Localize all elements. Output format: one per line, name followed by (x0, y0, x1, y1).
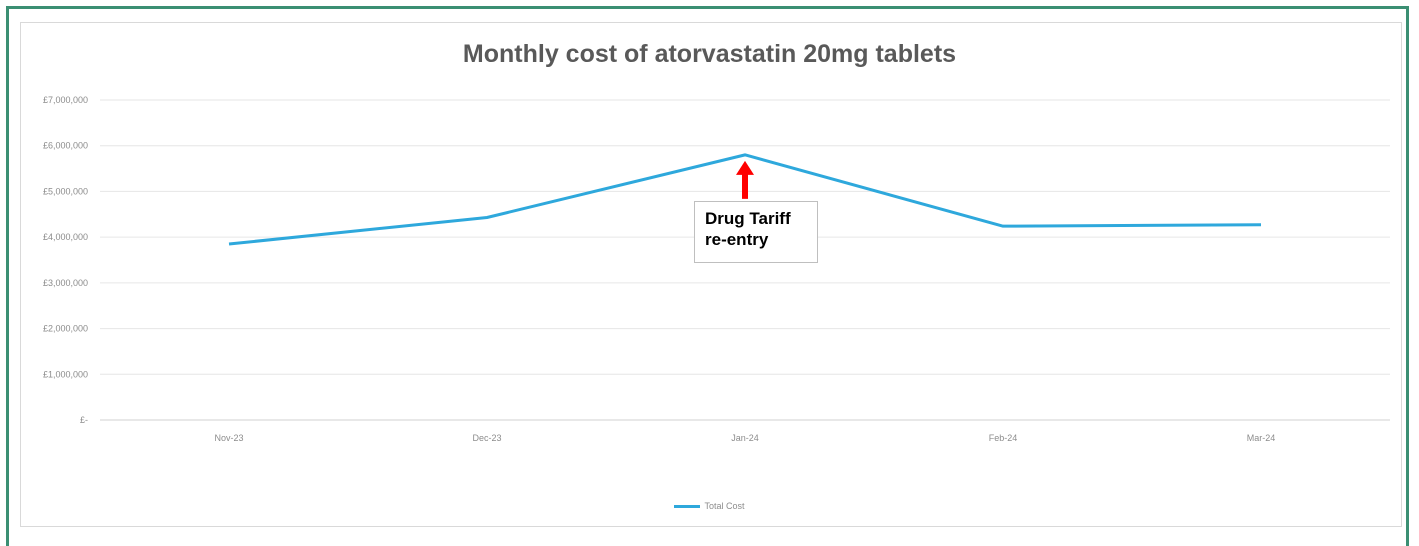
x-tick-label: Nov-23 (214, 433, 243, 443)
annotation-arrow (736, 160, 754, 199)
y-tick-label: £5,000,000 (43, 186, 88, 196)
y-tick-label: £- (80, 415, 88, 425)
legend: Total Cost (0, 501, 1419, 511)
x-tick-label: Dec-23 (472, 433, 501, 443)
x-tick-label: Jan-24 (731, 433, 759, 443)
x-tick-label: Feb-24 (989, 433, 1018, 443)
y-tick-label: £2,000,000 (43, 324, 88, 334)
y-tick-label: £7,000,000 (43, 95, 88, 105)
y-tick-label: £4,000,000 (43, 232, 88, 242)
y-tick-label: £1,000,000 (43, 369, 88, 379)
legend-label: Total Cost (704, 501, 745, 511)
series-line-total-cost (228, 153, 1262, 246)
legend-swatch (674, 504, 701, 508)
y-tick-label: £3,000,000 (43, 278, 88, 288)
x-tick-label: Mar-24 (1247, 433, 1276, 443)
annotation-line-1: Drug Tariff (705, 209, 791, 228)
chart-area (20, 22, 1402, 527)
annotation-callout: Drug Tariff re-entry (694, 201, 818, 263)
y-tick-label: £6,000,000 (43, 141, 88, 151)
annotation-line-2: re-entry (705, 230, 769, 249)
chart-title: Monthly cost of atorvastatin 20mg tablet… (462, 40, 957, 68)
